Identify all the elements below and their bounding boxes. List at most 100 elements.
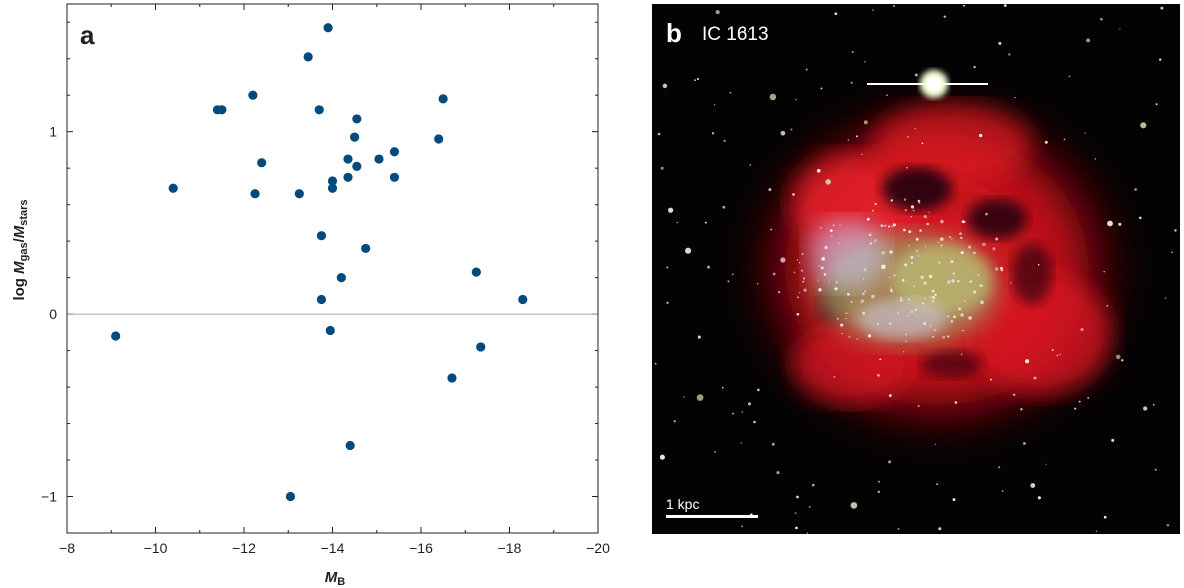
star — [952, 498, 956, 502]
star — [1068, 75, 1071, 78]
star-cluster-knot — [968, 316, 972, 320]
star — [1134, 188, 1137, 191]
star — [673, 420, 676, 423]
star-cluster-knot — [995, 267, 999, 271]
scale-bar — [666, 515, 758, 518]
star — [960, 236, 963, 239]
galaxy-name: IC 1613 — [702, 24, 769, 45]
star-cluster-knot — [982, 242, 986, 247]
star — [938, 261, 941, 264]
star-cluster-knot — [973, 251, 976, 255]
star-cluster-knot — [890, 287, 892, 289]
star — [771, 442, 775, 446]
star — [1051, 349, 1054, 351]
star-cluster-knot — [910, 255, 914, 259]
star — [1044, 140, 1048, 144]
star — [936, 483, 939, 486]
star — [929, 275, 933, 278]
star-cluster-knot — [969, 280, 973, 283]
star-cluster-knot — [947, 315, 950, 318]
star-cluster-knot — [889, 250, 893, 254]
star — [834, 12, 838, 16]
star — [660, 166, 664, 170]
star — [1008, 53, 1011, 56]
star-cluster-knot — [867, 334, 872, 338]
star — [888, 394, 892, 397]
star — [998, 41, 1002, 45]
star-cluster-knot — [880, 224, 884, 228]
star-cluster-knot — [860, 299, 865, 303]
data-point — [316, 294, 327, 305]
star-cluster-knot — [803, 288, 807, 292]
star-cluster-knot — [901, 278, 905, 282]
star-cluster-knot — [856, 338, 859, 340]
data-point — [361, 243, 371, 254]
star — [741, 525, 743, 528]
star — [881, 264, 886, 270]
star — [1013, 393, 1016, 396]
star — [863, 120, 868, 125]
star — [850, 502, 858, 509]
star-cluster-knot — [831, 235, 833, 237]
star — [917, 405, 920, 407]
star-cluster-knot — [968, 245, 972, 249]
star — [1100, 17, 1103, 21]
star — [749, 164, 752, 166]
star-cluster-knot — [871, 294, 875, 299]
star-cluster-knot — [962, 329, 965, 332]
star — [963, 4, 965, 7]
star-cluster-knot — [900, 296, 902, 299]
star — [747, 402, 752, 406]
star-cluster-knot — [915, 250, 918, 253]
star — [1025, 359, 1030, 364]
x-tick-label: −12 — [232, 540, 256, 556]
data-point — [389, 172, 400, 182]
star — [1063, 138, 1066, 141]
star-cluster-knot — [923, 297, 926, 300]
data-point — [447, 373, 457, 383]
x-tick-label: −14 — [321, 540, 345, 556]
star — [832, 224, 835, 226]
star — [1003, 4, 1007, 7]
star-cluster-knot — [981, 284, 983, 287]
star — [1115, 354, 1121, 360]
star — [806, 532, 809, 534]
star — [756, 282, 759, 285]
star — [850, 81, 853, 84]
star — [707, 265, 711, 269]
data-point — [248, 90, 258, 100]
star-cluster-knot — [828, 281, 830, 283]
data-point — [257, 158, 267, 168]
star-cluster-knot — [889, 276, 891, 278]
data-point — [438, 94, 448, 104]
data-point — [168, 183, 178, 193]
star-cluster-knot — [980, 300, 984, 305]
star-cluster-knot — [964, 300, 966, 303]
star-cluster-knot — [972, 290, 977, 294]
star — [1143, 406, 1148, 411]
star — [1033, 376, 1037, 380]
star — [960, 251, 964, 255]
star — [938, 527, 942, 531]
star — [906, 166, 908, 169]
star-cluster-knot — [928, 211, 930, 213]
star-cluster-knot — [889, 322, 892, 325]
panel-b-letter: b — [666, 18, 682, 48]
y-axis-title-den: M — [11, 225, 28, 238]
star-cluster-knot — [950, 260, 954, 264]
star — [808, 505, 811, 508]
star-cluster-knot — [874, 202, 877, 206]
star-cluster-knot — [793, 271, 796, 274]
data-point — [352, 161, 362, 171]
star-cluster-knot — [952, 272, 955, 275]
star — [747, 30, 750, 33]
star-cluster-knot — [872, 209, 874, 212]
star — [913, 285, 916, 288]
galaxy-image-panel: b IC 1613 1 kpc — [652, 4, 1180, 534]
star — [1045, 463, 1047, 466]
star — [723, 139, 726, 143]
star-cluster-knot — [850, 300, 853, 303]
star — [727, 280, 730, 283]
star — [757, 388, 760, 392]
star — [715, 10, 720, 15]
